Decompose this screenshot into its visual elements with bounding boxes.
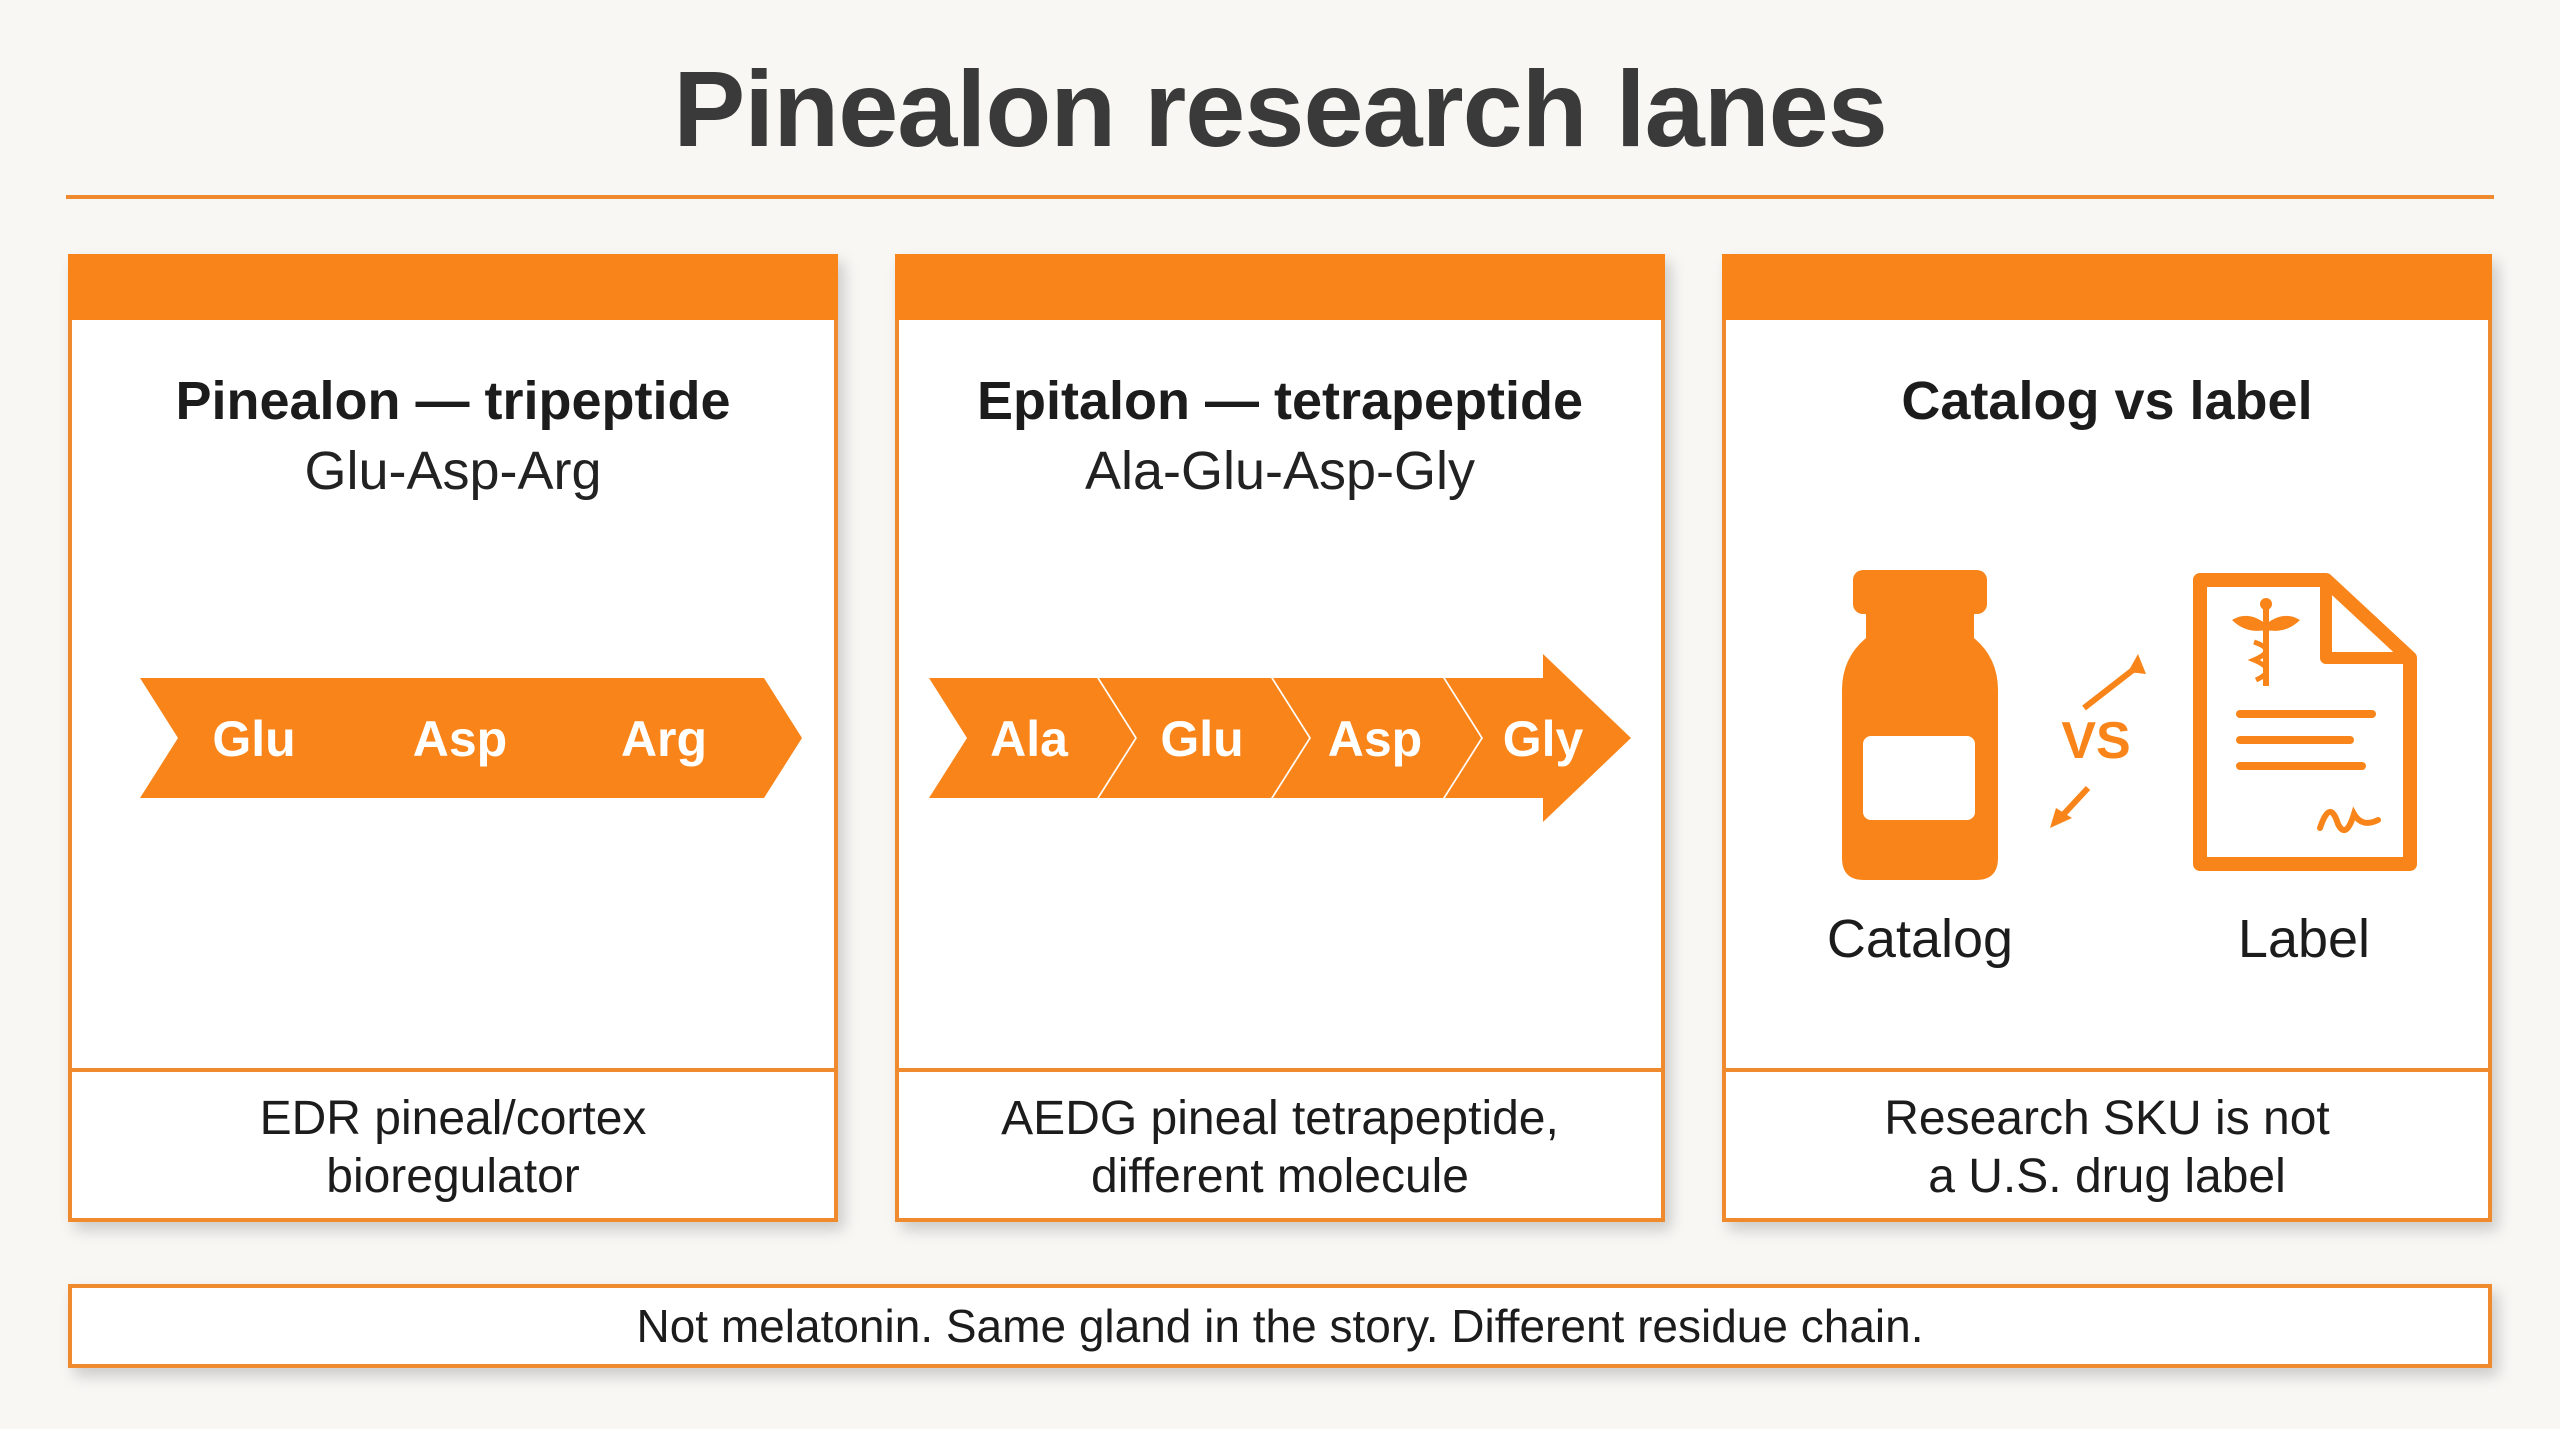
panel-catalog-vs-label: Catalog vs label VS <box>1722 254 2492 1222</box>
caption-line: a U.S. drug label <box>1928 1150 2286 1203</box>
panel-epitalon: Epitalon — tetrapeptide Ala-Glu-Asp-Gly … <box>895 254 1665 1222</box>
panel-sequence: Ala-Glu-Asp-Gly <box>1084 441 1476 501</box>
panel-heading: Pinealon — tripeptide <box>175 371 731 431</box>
residue-chevron-arg: Arg <box>552 678 802 798</box>
vs-arrows-icon: VS <box>2050 654 2146 828</box>
footer-note: Not melatonin. Same gland in the story. … <box>68 1284 2492 1368</box>
caption-line: different molecule <box>1091 1150 1469 1203</box>
residue-label: Gly <box>1503 711 1584 767</box>
caduceus-icon <box>2232 598 2300 686</box>
caption-line: AEDG pineal tetrapeptide, <box>1001 1092 1559 1145</box>
panel-caption: AEDG pineal tetrapeptide, different mole… <box>899 1090 1661 1206</box>
residue-label: Asp <box>413 711 507 767</box>
catalog-caption: Catalog <box>1826 909 2014 969</box>
caption-line: Research SKU is not <box>1884 1092 2330 1145</box>
panel-header-bar <box>1722 254 2492 320</box>
page-title: Pinealon research lanes <box>673 48 1888 169</box>
panel-divider <box>899 1068 1661 1072</box>
label-caption: Label <box>2237 909 2371 969</box>
catalog-vs-label-diagram: VS <box>1842 570 2417 880</box>
panel-caption: EDR pineal/cortex bioregulator <box>72 1090 834 1206</box>
panel-caption: Research SKU is not a U.S. drug label <box>1726 1090 2488 1206</box>
residue-chevron-glu: Glu <box>1099 678 1309 798</box>
title-divider <box>66 195 2494 199</box>
panel-divider <box>1726 1068 2488 1072</box>
panel-divider <box>72 1068 834 1072</box>
caption-line: EDR pineal/cortex <box>259 1092 647 1145</box>
signature-icon <box>2317 806 2381 833</box>
residue-label: Asp <box>1328 711 1422 767</box>
panel-heading: Epitalon — tetrapeptide <box>976 371 1584 431</box>
vs-text: VS <box>2061 712 2130 770</box>
panel-header-bar <box>895 254 1665 320</box>
document-icon <box>2193 573 2417 871</box>
residue-chevron-glu: Glu <box>140 678 388 798</box>
residue-arrow-gly: Gly <box>1445 654 1631 822</box>
residue-label: Arg <box>621 711 707 767</box>
residue-chevron-asp: Asp <box>1273 678 1481 798</box>
panel-header-bar <box>68 254 838 320</box>
panel-pinealon: Pinealon — tripeptide Glu-Asp-Arg Glu As… <box>68 254 838 1222</box>
residue-chevron-asp: Asp <box>346 678 596 798</box>
residue-label: Ala <box>990 711 1069 767</box>
panel-sequence: Glu-Asp-Arg <box>304 441 602 501</box>
residue-label: Glu <box>1160 711 1243 767</box>
vial-icon <box>1842 570 1998 880</box>
residue-chain-tetrapeptide: Ala Glu Asp Gly <box>929 654 1631 822</box>
residue-label: Glu <box>212 711 295 767</box>
residue-chain-tripeptide: Glu Asp Arg <box>140 678 802 798</box>
caption-line: bioregulator <box>326 1150 580 1203</box>
residue-chevron-ala: Ala <box>929 678 1135 798</box>
panel-heading: Catalog vs label <box>1901 371 2313 431</box>
